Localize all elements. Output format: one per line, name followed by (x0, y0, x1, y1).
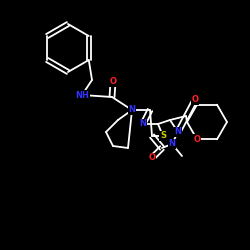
Text: NH: NH (75, 90, 89, 100)
Text: S: S (160, 132, 166, 140)
Text: N: N (140, 120, 146, 128)
Text: O: O (192, 96, 198, 104)
Text: N: N (174, 128, 182, 136)
Text: N: N (168, 140, 175, 148)
Text: O: O (194, 135, 200, 144)
Text: O: O (148, 154, 156, 162)
Text: N: N (128, 106, 136, 114)
Text: O: O (110, 78, 116, 86)
